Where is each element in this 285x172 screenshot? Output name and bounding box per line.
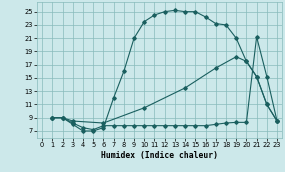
X-axis label: Humidex (Indice chaleur): Humidex (Indice chaleur) <box>101 150 218 160</box>
